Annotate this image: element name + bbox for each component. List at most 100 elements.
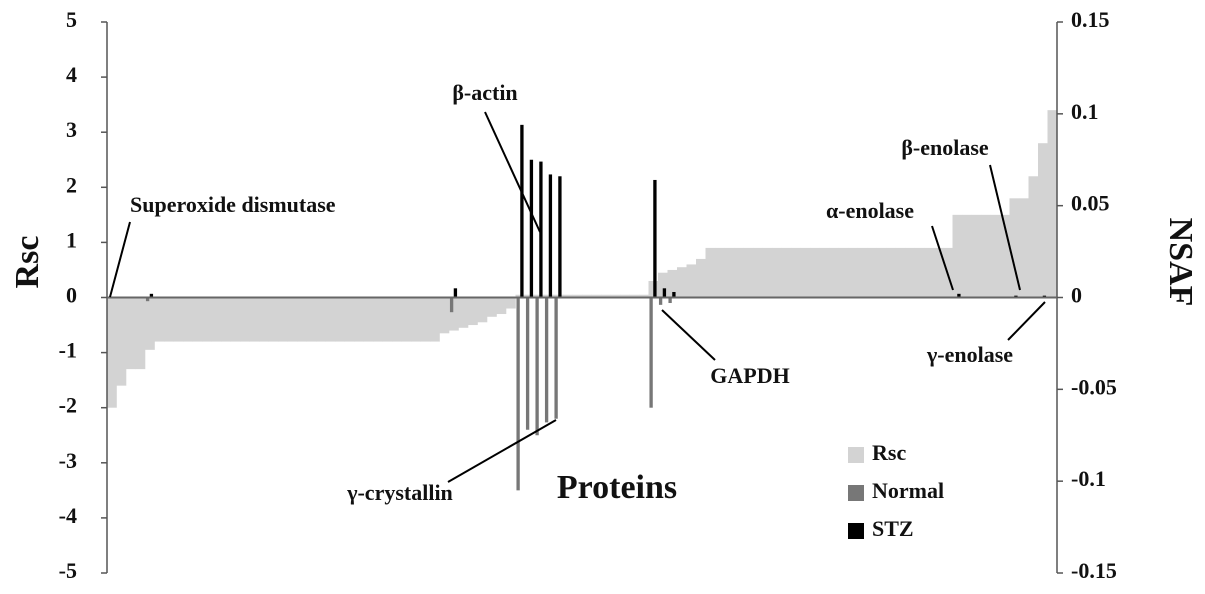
bar [696, 258, 706, 298]
annotation: Superoxide dismutase [130, 192, 336, 217]
bar [1019, 198, 1029, 298]
bar [905, 247, 915, 298]
bar [591, 294, 602, 298]
legend-label: Rsc [872, 440, 906, 465]
bar [933, 247, 944, 298]
bar [610, 294, 621, 298]
bar [886, 247, 896, 298]
bar [325, 297, 336, 342]
bar [658, 297, 663, 305]
bar [506, 297, 516, 309]
bar [525, 297, 530, 430]
bar [202, 297, 212, 342]
bar [458, 297, 469, 328]
bar [672, 291, 676, 298]
bar [819, 247, 830, 298]
bar [1009, 198, 1020, 298]
bar [620, 294, 630, 298]
y2-tick-label: -0.1 [1071, 466, 1106, 491]
bar [544, 297, 549, 423]
bar [548, 174, 553, 298]
bar [477, 297, 488, 323]
annotation-arrow [1007, 301, 1046, 341]
bar [800, 247, 811, 298]
bar [154, 297, 165, 342]
y-tick-label: 2 [66, 172, 77, 197]
bar [724, 247, 735, 298]
bar [449, 297, 459, 331]
x-axis-title: Proteins [557, 469, 677, 506]
bar [653, 179, 657, 298]
bar [529, 159, 534, 298]
y-tick-label: -5 [59, 558, 77, 583]
bar [221, 297, 231, 342]
bar [876, 247, 887, 298]
bar [183, 297, 193, 342]
bar [107, 297, 117, 408]
bar [563, 294, 573, 298]
y-tick-label: 0 [66, 283, 77, 308]
annotation: γ-crystallin [346, 480, 453, 505]
annotation: GAPDH [710, 363, 789, 388]
bar [449, 297, 454, 313]
bar [791, 247, 801, 298]
y2-tick-label: 0.15 [1071, 7, 1110, 32]
bar [857, 247, 868, 298]
bar [686, 264, 697, 298]
bar [772, 247, 782, 298]
y2-tick-label: 0.1 [1071, 99, 1099, 124]
bar [411, 297, 421, 342]
bar [430, 297, 440, 342]
bar [287, 297, 298, 342]
bar [914, 247, 925, 298]
annotation-arrow [447, 419, 557, 483]
bar [268, 297, 279, 342]
bar [439, 297, 450, 334]
bar [149, 293, 154, 298]
y-tick-label: -3 [59, 448, 77, 473]
bar [335, 297, 345, 342]
bar [306, 297, 317, 342]
bar [468, 297, 478, 326]
y2-tick-label: -0.05 [1071, 374, 1117, 399]
legend-label: Normal [872, 478, 944, 503]
bar [373, 297, 383, 342]
bar [867, 247, 877, 298]
bar [249, 297, 260, 342]
bar [753, 247, 763, 298]
bar [145, 297, 155, 350]
annotation: α-enolase [826, 198, 914, 223]
bar [957, 293, 961, 298]
bar [401, 297, 412, 342]
bar [677, 267, 687, 298]
legend-label: STZ [872, 516, 914, 541]
bar [558, 176, 562, 298]
y2-axis-title: NSAF [1162, 218, 1199, 307]
y-tick-label: 3 [66, 117, 77, 142]
legend-swatch [848, 485, 864, 501]
bar [420, 297, 431, 342]
bar [715, 247, 725, 298]
bar [116, 297, 127, 386]
bar [629, 294, 640, 298]
bar [496, 297, 507, 315]
y-tick-label: 5 [66, 7, 77, 32]
bar [382, 297, 393, 342]
legend-swatch [848, 447, 864, 463]
bar [1047, 110, 1058, 298]
bar [453, 288, 458, 298]
annotation: β-actin [452, 80, 517, 105]
bar [135, 297, 146, 370]
annotation-arrow [661, 309, 716, 361]
bar [211, 297, 222, 342]
annotation-arrow [989, 164, 1021, 291]
bar [344, 297, 355, 342]
bar [762, 247, 773, 298]
bar [848, 247, 858, 298]
bar [516, 297, 520, 491]
bar [192, 297, 203, 342]
bar [829, 247, 839, 298]
annotation: γ-enolase [926, 342, 1013, 367]
bar [971, 214, 982, 298]
